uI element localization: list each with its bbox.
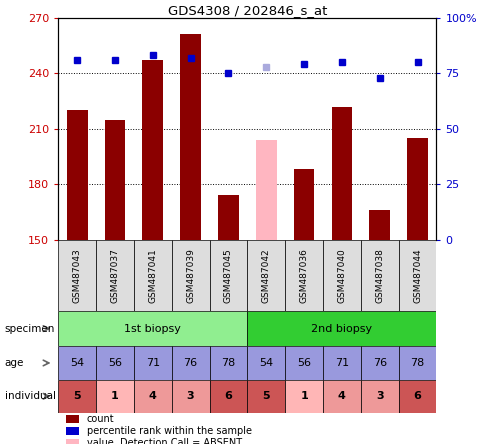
Text: 76: 76	[372, 358, 386, 368]
Bar	[96, 380, 134, 413]
Bar	[322, 346, 360, 380]
Bar	[285, 346, 322, 380]
Bar	[369, 210, 389, 240]
Bar	[66, 415, 79, 423]
Text: 78: 78	[221, 358, 235, 368]
Text: 2nd biopsy: 2nd biopsy	[311, 324, 372, 333]
Bar	[331, 107, 351, 240]
Bar	[171, 380, 209, 413]
Text: 54: 54	[70, 358, 84, 368]
Bar	[105, 119, 125, 240]
Bar	[134, 240, 171, 311]
Bar	[360, 346, 398, 380]
Text: 4: 4	[337, 391, 345, 401]
Text: 71: 71	[334, 358, 348, 368]
Bar	[256, 140, 276, 240]
Text: 78: 78	[409, 358, 424, 368]
Text: 6: 6	[224, 391, 232, 401]
Text: 56: 56	[297, 358, 310, 368]
Bar	[180, 35, 200, 240]
Bar	[322, 380, 360, 413]
Bar	[58, 346, 96, 380]
Text: GSM487045: GSM487045	[224, 248, 232, 303]
Text: 4: 4	[149, 391, 156, 401]
Text: value, Detection Call = ABSENT: value, Detection Call = ABSENT	[86, 438, 241, 444]
Text: GSM487036: GSM487036	[299, 248, 308, 303]
Bar	[66, 439, 79, 444]
Text: 76: 76	[183, 358, 197, 368]
Text: 5: 5	[262, 391, 270, 401]
Text: 1st biopsy: 1st biopsy	[124, 324, 181, 333]
Text: 5: 5	[73, 391, 81, 401]
Bar	[171, 240, 209, 311]
Bar	[58, 380, 96, 413]
Text: GSM487040: GSM487040	[337, 248, 346, 303]
Bar	[247, 311, 436, 346]
Text: percentile rank within the sample: percentile rank within the sample	[86, 426, 251, 436]
Text: GSM487043: GSM487043	[73, 248, 81, 303]
Bar	[293, 170, 314, 240]
Text: GSM487038: GSM487038	[375, 248, 383, 303]
Text: GSM487044: GSM487044	[412, 248, 421, 303]
Bar	[322, 240, 360, 311]
Text: specimen: specimen	[5, 324, 55, 333]
Bar	[134, 380, 171, 413]
Bar	[58, 240, 96, 311]
Text: 3: 3	[375, 391, 383, 401]
Text: GSM487039: GSM487039	[186, 248, 195, 303]
Bar	[407, 138, 427, 240]
Text: 3: 3	[186, 391, 194, 401]
Bar	[96, 346, 134, 380]
Bar	[58, 311, 247, 346]
Bar	[360, 240, 398, 311]
Text: GSM487037: GSM487037	[110, 248, 119, 303]
Bar	[398, 346, 436, 380]
Text: individual: individual	[5, 391, 56, 401]
Bar	[360, 380, 398, 413]
Title: GDS4308 / 202846_s_at: GDS4308 / 202846_s_at	[167, 4, 326, 16]
Bar	[142, 60, 163, 240]
Bar	[285, 240, 322, 311]
Bar	[209, 240, 247, 311]
Bar	[209, 346, 247, 380]
Text: GSM487041: GSM487041	[148, 248, 157, 303]
Bar	[66, 427, 79, 435]
Text: age: age	[5, 358, 24, 368]
Text: 71: 71	[145, 358, 160, 368]
Bar	[171, 346, 209, 380]
Bar	[247, 380, 285, 413]
Text: GSM487042: GSM487042	[261, 248, 270, 303]
Bar	[218, 195, 238, 240]
Bar	[247, 240, 285, 311]
Text: 56: 56	[108, 358, 121, 368]
Text: 54: 54	[258, 358, 273, 368]
Text: 1: 1	[300, 391, 307, 401]
Text: count: count	[86, 414, 114, 424]
Bar	[285, 380, 322, 413]
Text: 1: 1	[111, 391, 119, 401]
Bar	[134, 346, 171, 380]
Bar	[209, 380, 247, 413]
Bar	[96, 240, 134, 311]
Text: 6: 6	[413, 391, 421, 401]
Bar	[398, 380, 436, 413]
Bar	[398, 240, 436, 311]
Bar	[67, 110, 87, 240]
Bar	[247, 346, 285, 380]
